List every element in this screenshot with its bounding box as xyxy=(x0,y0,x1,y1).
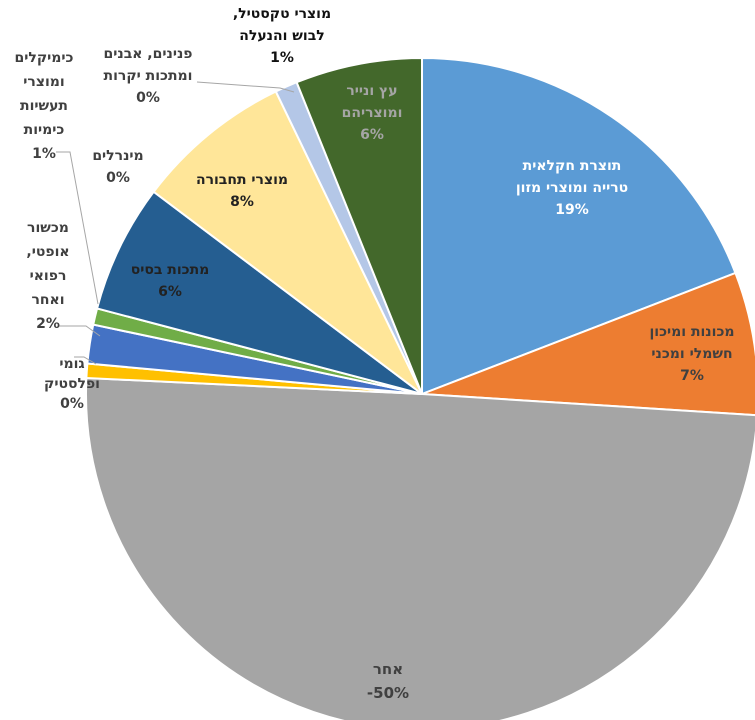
pie-slice xyxy=(421,56,737,396)
slice-label: עץ ונייר ומוצריהם 6% xyxy=(342,83,403,143)
slice-label: תוצרת חקלאית טרייה ומוצרי מזון 19% xyxy=(516,158,628,218)
slice-label: מתכות בסיס 6% xyxy=(131,262,210,300)
slice-label: מוצרי טקסטיל, לבוש והנעלה 1% xyxy=(233,6,331,66)
pie-slice xyxy=(421,271,755,417)
slice-label: כימיקלים ומוצרי תעשיות כימיות 1% xyxy=(15,50,74,162)
slice-label: פנינים, אבנים ומתכות יקרות 0% xyxy=(103,46,192,106)
pie-slices xyxy=(85,56,755,720)
slice-label: מוצרי תחבורה 8% xyxy=(196,172,288,210)
pie-slice xyxy=(95,190,423,395)
data-labels: תוצרת חקלאית טרייה ומוצרי מזון 19% מכונות ו… xyxy=(15,6,735,702)
slice-label: אחר 50%- xyxy=(367,660,409,702)
slice-label: מכונות ומיכון חשמלי ומכני 7% xyxy=(649,324,734,384)
pie-slice xyxy=(295,56,423,395)
leader-line xyxy=(58,325,101,337)
leader-line xyxy=(196,81,295,93)
slice-label: מינרלים 0% xyxy=(92,148,143,186)
slice-label: מכשור אופטי, רפואי ואחר 2% xyxy=(26,220,69,332)
pie-slice xyxy=(85,376,755,720)
pie-slice xyxy=(152,90,423,395)
leader-line xyxy=(56,151,99,305)
leader-lines xyxy=(56,81,295,365)
slice-label: גומי ופלסטיק 0% xyxy=(44,356,100,412)
leader-line xyxy=(74,356,97,365)
